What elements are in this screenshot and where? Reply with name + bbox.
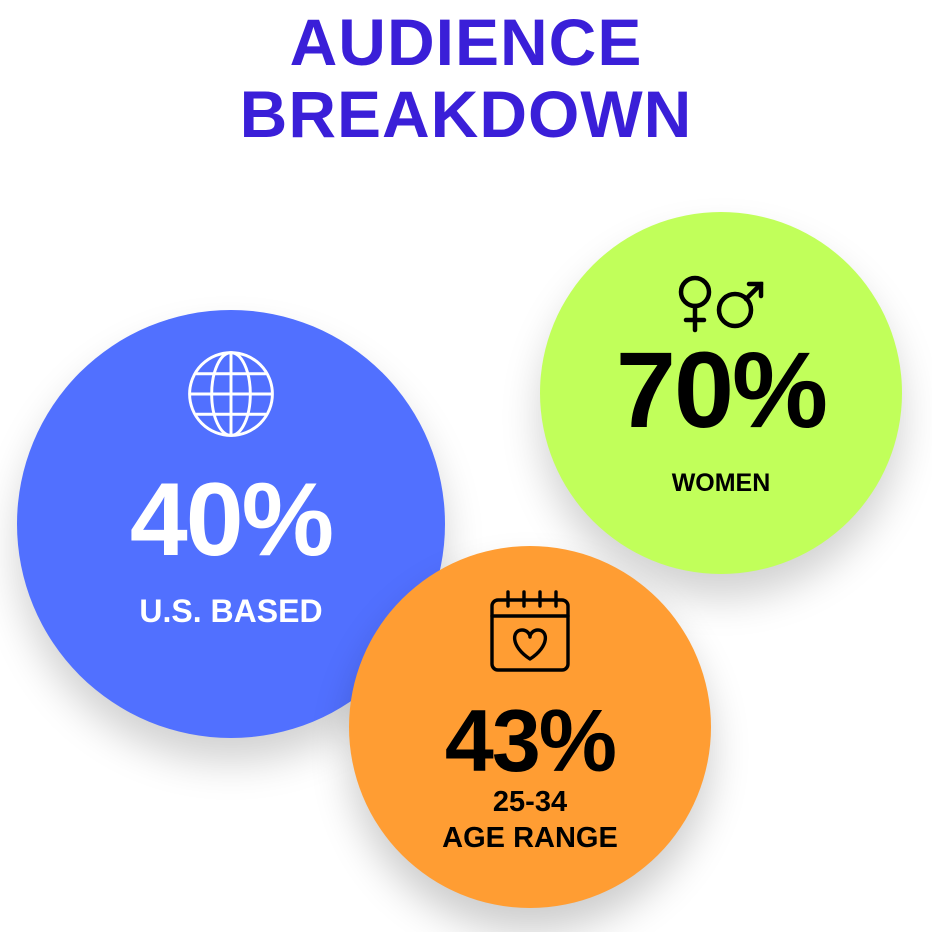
- stat-percent: 43%: [444, 691, 617, 790]
- stat-label-line-1: 25-34: [492, 786, 568, 818]
- gender-symbols-icon: [678, 275, 764, 333]
- stat-percent: 40%: [129, 462, 334, 578]
- stat-circle-age-range: 43% 25-34 AGE RANGE: [349, 546, 711, 908]
- stat-label: 25-34 AGE RANGE: [349, 784, 711, 856]
- title-line-2: BREAKDOWN: [239, 77, 693, 151]
- calendar-heart-icon: [490, 590, 570, 672]
- stat-label-line-2: AGE RANGE: [442, 822, 618, 854]
- stat-label: U.S. BASED: [139, 593, 323, 629]
- title-line-1: AUDIENCE: [289, 5, 643, 79]
- stat-circle-women: 70% WOMEN: [540, 212, 902, 574]
- stat-percent: 70%: [615, 329, 828, 450]
- globe-icon: [188, 351, 274, 437]
- stat-circle-us-based: 40% U.S. BASED: [17, 310, 445, 738]
- stat-label: WOMEN: [671, 469, 771, 497]
- page-title: AUDIENCE BREAKDOWN: [0, 6, 932, 150]
